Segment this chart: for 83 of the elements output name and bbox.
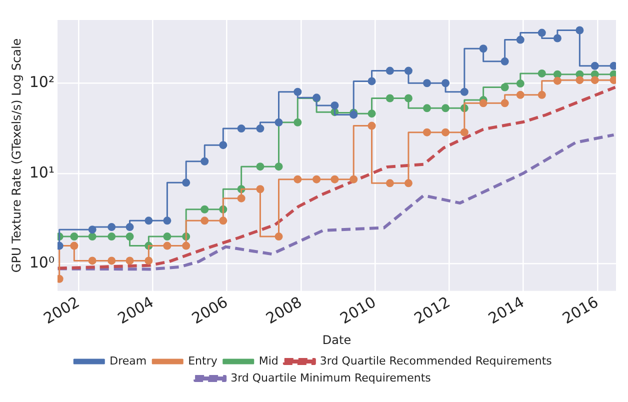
x-axis-title: Date bbox=[322, 332, 352, 347]
point bbox=[386, 66, 394, 75]
point bbox=[70, 242, 78, 250]
point bbox=[294, 118, 302, 126]
point bbox=[294, 88, 302, 96]
point bbox=[163, 216, 172, 225]
point bbox=[182, 178, 190, 187]
point bbox=[219, 141, 228, 150]
point bbox=[70, 232, 78, 241]
point bbox=[422, 104, 431, 112]
point bbox=[576, 76, 584, 84]
y-axis-title: GPU Texture Rate (GTexels/s) Log Scale bbox=[9, 38, 24, 273]
point bbox=[386, 179, 394, 188]
point bbox=[576, 26, 584, 34]
point bbox=[200, 157, 209, 166]
point bbox=[108, 256, 116, 265]
point bbox=[516, 90, 524, 99]
point bbox=[553, 34, 562, 42]
point bbox=[590, 62, 599, 70]
point bbox=[330, 102, 339, 110]
point bbox=[294, 175, 302, 184]
point bbox=[274, 232, 283, 241]
point bbox=[274, 162, 283, 171]
point bbox=[404, 179, 412, 188]
point bbox=[256, 185, 264, 194]
point bbox=[144, 256, 153, 265]
point bbox=[404, 94, 412, 102]
legend-label: 3rd Quartile Recommended Requirements bbox=[320, 354, 552, 368]
point bbox=[538, 69, 546, 78]
point bbox=[442, 128, 450, 136]
point bbox=[422, 79, 431, 88]
point bbox=[460, 128, 468, 136]
y-tick-label: 10¹ bbox=[29, 163, 54, 182]
point bbox=[163, 242, 172, 250]
point bbox=[330, 175, 339, 184]
point bbox=[368, 77, 376, 86]
point bbox=[200, 216, 209, 225]
point bbox=[144, 216, 153, 225]
point bbox=[553, 76, 562, 85]
point bbox=[182, 242, 190, 250]
point bbox=[256, 124, 264, 133]
point bbox=[500, 57, 509, 66]
point bbox=[126, 223, 134, 232]
point bbox=[500, 99, 509, 108]
point bbox=[500, 83, 509, 92]
point bbox=[404, 66, 412, 75]
point bbox=[88, 226, 96, 234]
point bbox=[237, 194, 246, 202]
y-tick-label: 10² bbox=[29, 73, 54, 92]
y-tick-label: 10⁰ bbox=[29, 254, 54, 272]
point bbox=[163, 232, 172, 241]
point bbox=[590, 76, 599, 84]
point bbox=[350, 175, 358, 184]
point bbox=[386, 94, 394, 102]
point bbox=[538, 90, 546, 99]
point bbox=[368, 122, 376, 130]
point bbox=[108, 232, 116, 241]
point bbox=[516, 80, 524, 88]
legend-label: Mid bbox=[258, 354, 278, 368]
point bbox=[200, 205, 209, 214]
point bbox=[422, 128, 431, 136]
point bbox=[274, 118, 283, 126]
point bbox=[219, 216, 228, 225]
point bbox=[479, 44, 488, 53]
point bbox=[442, 79, 450, 88]
point bbox=[88, 256, 96, 265]
point bbox=[312, 175, 321, 184]
point bbox=[126, 256, 134, 265]
point bbox=[479, 99, 488, 108]
legend-label: 3rd Quartile Minimum Requirements bbox=[230, 371, 432, 384]
point bbox=[368, 110, 376, 118]
point bbox=[108, 223, 116, 232]
legend-label: Entry bbox=[188, 354, 218, 368]
legend-label: Dream bbox=[110, 354, 147, 368]
point bbox=[516, 36, 524, 44]
point bbox=[460, 88, 468, 96]
point bbox=[256, 162, 264, 171]
point bbox=[126, 232, 134, 241]
point bbox=[237, 124, 246, 133]
point bbox=[88, 232, 96, 241]
point bbox=[538, 28, 546, 37]
line-series bbox=[58, 133, 616, 271]
point bbox=[442, 104, 450, 112]
